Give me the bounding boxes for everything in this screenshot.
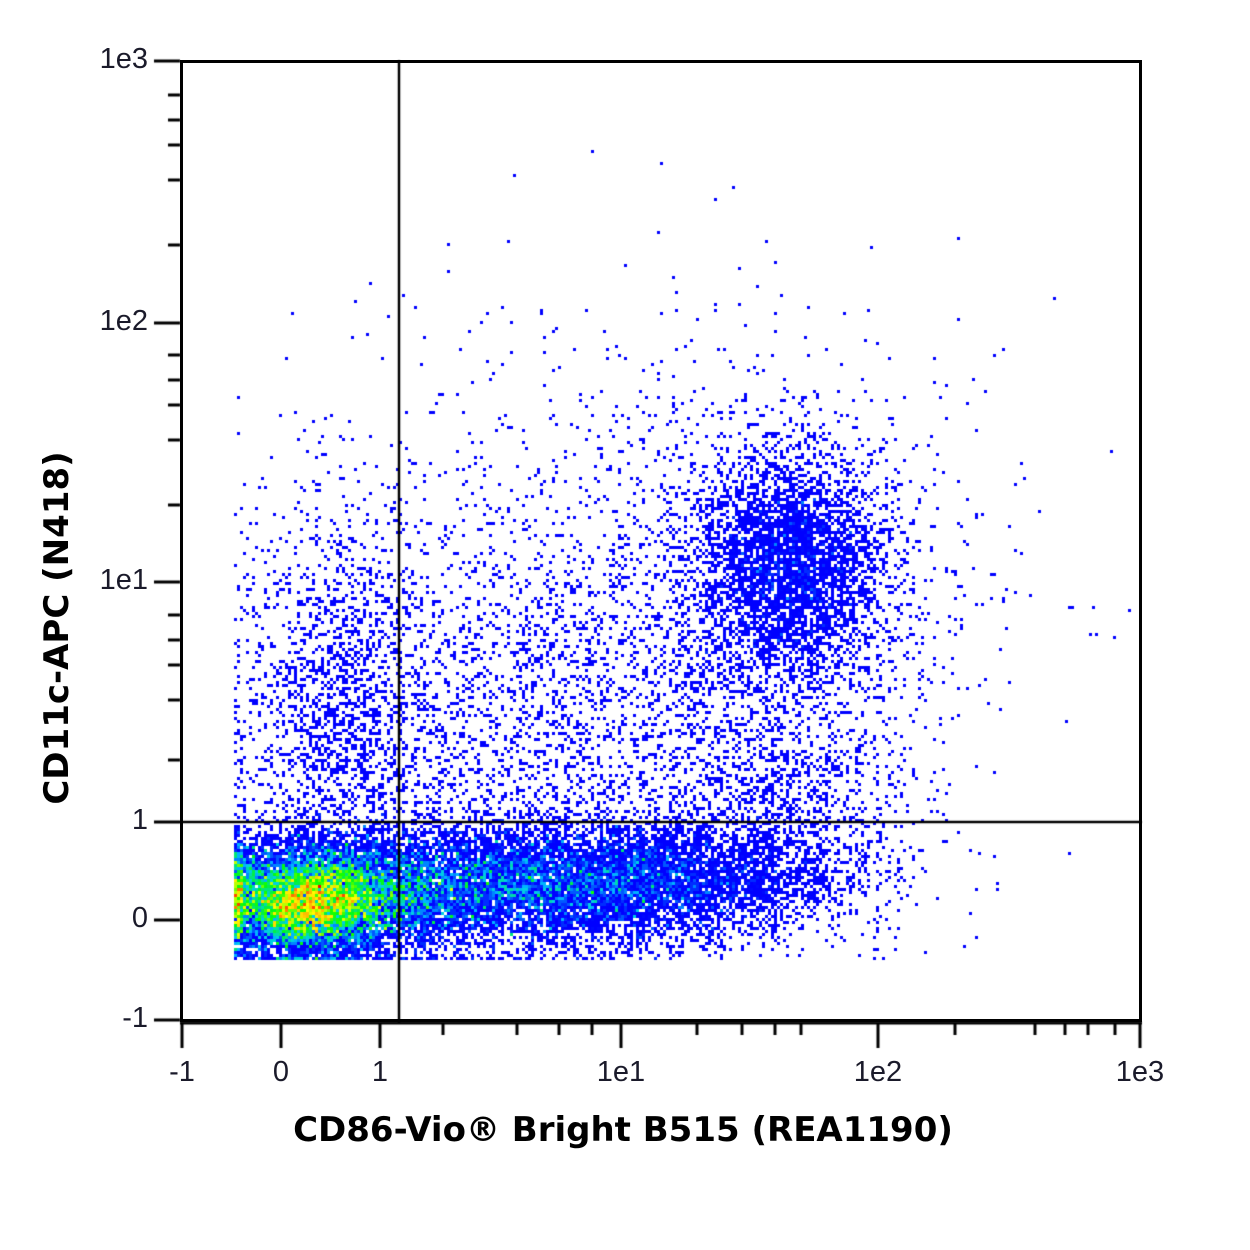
y-tick-label: 1: [131, 804, 148, 836]
y-axis-title: CD11c-APC (N418): [37, 451, 77, 805]
y-tick-label: 1e1: [99, 564, 148, 596]
x-tick-label: 1: [371, 1056, 389, 1088]
x-tick-label: 1e3: [1115, 1056, 1165, 1088]
x-tick-label: -1: [169, 1056, 195, 1088]
x-tick-label: 1e1: [596, 1056, 646, 1088]
x-tick-label: 0: [272, 1056, 290, 1088]
y-tick-label: 1e2: [99, 305, 148, 337]
y-tick-label: -1: [122, 1002, 148, 1034]
x-axis-title: CD86-Vio® Bright B515 (REA1190): [293, 1110, 953, 1150]
y-tick-label: 0: [131, 902, 148, 934]
x-tick-label: 1e2: [853, 1056, 903, 1088]
y-tick-label: 1e3: [99, 43, 148, 75]
